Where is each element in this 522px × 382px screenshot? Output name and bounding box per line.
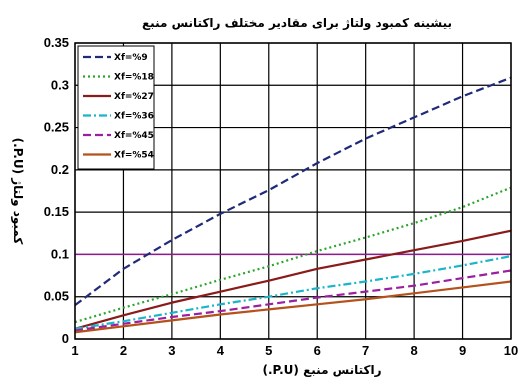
x-tick-label: 7 — [362, 343, 369, 358]
plot-frame — [74, 42, 512, 340]
series-line-2 — [74, 186, 512, 324]
chart-title: بیشینه کمبود ولتاژ برای مقادیر مختلف راک… — [142, 16, 452, 31]
x-axis-label: راکتانس منبع (P.U.) — [262, 363, 381, 377]
y-tick-label: 0.05 — [44, 289, 69, 304]
x-tick-label: 1 — [71, 343, 78, 358]
legend: Xf=%9 Xf=%18 Xf=%27 Xf=%36 Xf=%45 Xf=%54 — [77, 45, 155, 170]
legend-label-6: Xf=%54 — [114, 151, 154, 161]
legend-label-4: Xf=%36 — [114, 112, 154, 122]
y-tick-label: 0.1 — [51, 246, 69, 261]
series-line-6 — [74, 280, 512, 334]
y-tick-label: 0.2 — [51, 162, 69, 177]
series-line-1 — [74, 76, 512, 307]
y-tick-label: 0.35 — [44, 35, 69, 50]
x-tick-label: 6 — [314, 343, 321, 358]
x-tick-labels: 1 2 3 4 5 6 7 8 9 10 — [71, 343, 518, 358]
series-line-4 — [74, 255, 512, 330]
x-tick-label: 8 — [410, 343, 417, 358]
series-group — [74, 76, 512, 334]
series-line-5 — [74, 269, 512, 332]
legend-label-3: Xf=%27 — [114, 92, 154, 102]
y-tick-label: 0 — [62, 331, 69, 346]
y-tick-labels: 0 0.05 0.1 0.15 0.2 0.25 0.3 0.35 — [44, 35, 69, 346]
x-tick-label: 2 — [120, 343, 127, 358]
series-line-3 — [74, 229, 512, 330]
legend-box — [77, 45, 155, 170]
y-tick-label: 0.15 — [44, 204, 69, 219]
x-tick-label: 10 — [504, 343, 518, 358]
x-tick-label: 9 — [459, 343, 466, 358]
y-axis-label: کمبود ولتاژ (P.U.) — [10, 138, 25, 245]
x-tick-label: 5 — [265, 343, 272, 358]
x-tick-label: 4 — [217, 343, 225, 358]
legend-label-5: Xf=%45 — [114, 131, 154, 141]
y-tick-label: 0.3 — [51, 77, 69, 92]
x-tick-label: 3 — [168, 343, 175, 358]
legend-label-2: Xf=%18 — [114, 73, 154, 83]
y-tick-label: 0.25 — [44, 120, 69, 135]
legend-label-1: Xf=%9 — [114, 53, 148, 63]
